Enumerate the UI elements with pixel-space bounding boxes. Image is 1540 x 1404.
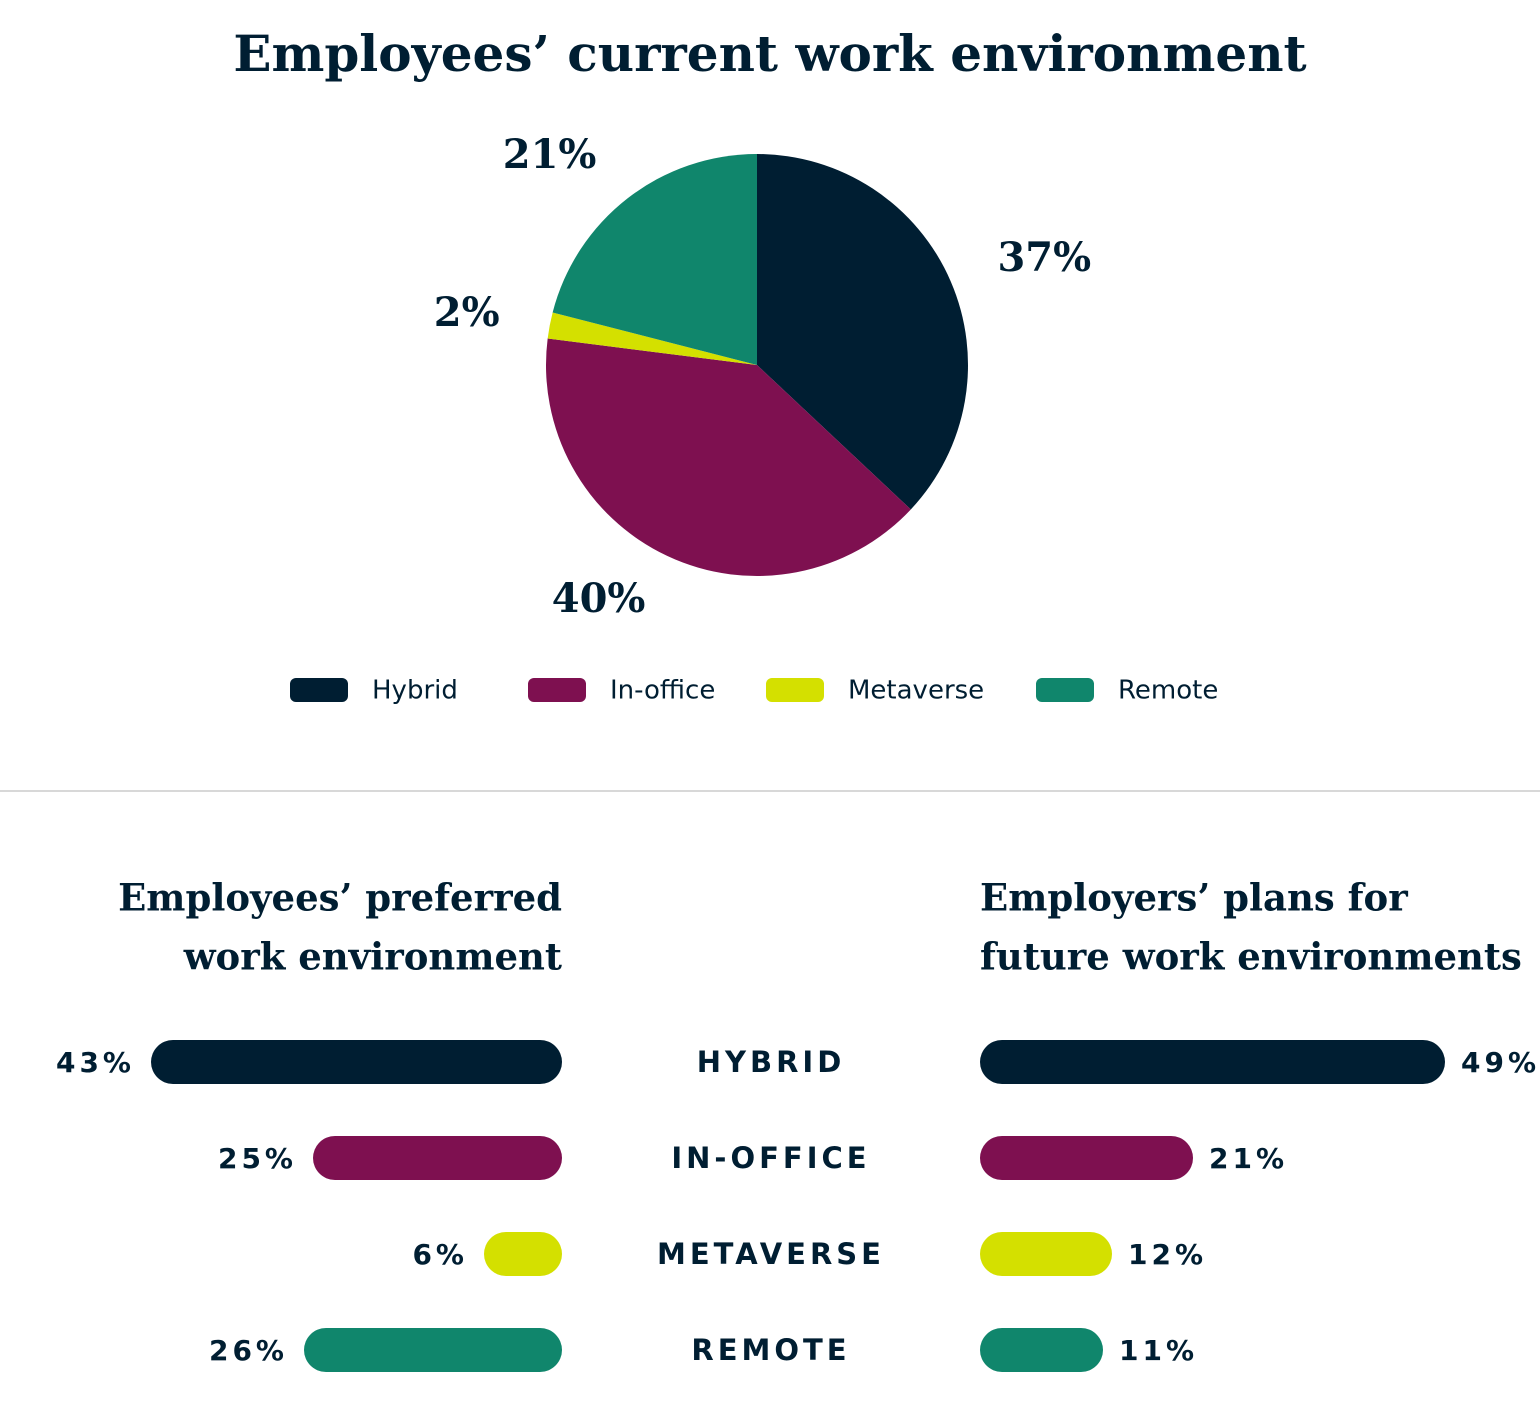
bar: [151, 1040, 562, 1084]
value-label: 12%: [1128, 1238, 1207, 1271]
pie-slice: [757, 154, 969, 510]
value-label: 25%: [218, 1142, 297, 1175]
bar: [980, 1040, 1445, 1084]
pie-slice: [546, 338, 911, 577]
value-label: 21%: [1209, 1142, 1288, 1175]
legend-label: In-office: [610, 676, 715, 706]
pie-slice: [547, 312, 757, 365]
legend-swatch: [290, 678, 348, 702]
chart-title: Employers’ plans for: [980, 876, 1408, 920]
bar: [980, 1328, 1103, 1372]
legend-swatch: [1036, 678, 1094, 702]
legend-label: Hybrid: [372, 676, 458, 706]
slice-label: 2%: [434, 289, 500, 336]
legend-swatch: [528, 678, 586, 702]
category-label: REMOTE: [691, 1333, 850, 1367]
slice-label: 40%: [552, 575, 646, 622]
chart-title: work environment: [183, 935, 562, 979]
legend-label: Metaverse: [848, 676, 984, 706]
chart-title: Employees’ current work environment: [233, 24, 1306, 83]
category-label: IN-OFFICE: [671, 1141, 870, 1175]
bar: [313, 1136, 562, 1180]
category-label: HYBRID: [697, 1045, 846, 1079]
slice-label: 37%: [997, 234, 1091, 281]
legend-label: Remote: [1118, 676, 1218, 706]
value-label: 49%: [1461, 1046, 1540, 1079]
category-label: METAVERSE: [657, 1237, 885, 1271]
bar: [304, 1328, 562, 1372]
bar: [484, 1232, 562, 1276]
value-label: 6%: [412, 1238, 468, 1271]
value-label: 26%: [209, 1334, 288, 1367]
bar: [980, 1232, 1112, 1276]
chart-title: future work environments: [980, 935, 1522, 979]
value-label: 43%: [56, 1046, 135, 1079]
bar: [980, 1136, 1193, 1180]
legend-swatch: [766, 678, 824, 702]
pie-slice: [552, 154, 757, 365]
value-label: 11%: [1119, 1334, 1198, 1367]
chart-title: Employees’ preferred: [118, 876, 562, 920]
slice-label: 21%: [503, 131, 597, 178]
